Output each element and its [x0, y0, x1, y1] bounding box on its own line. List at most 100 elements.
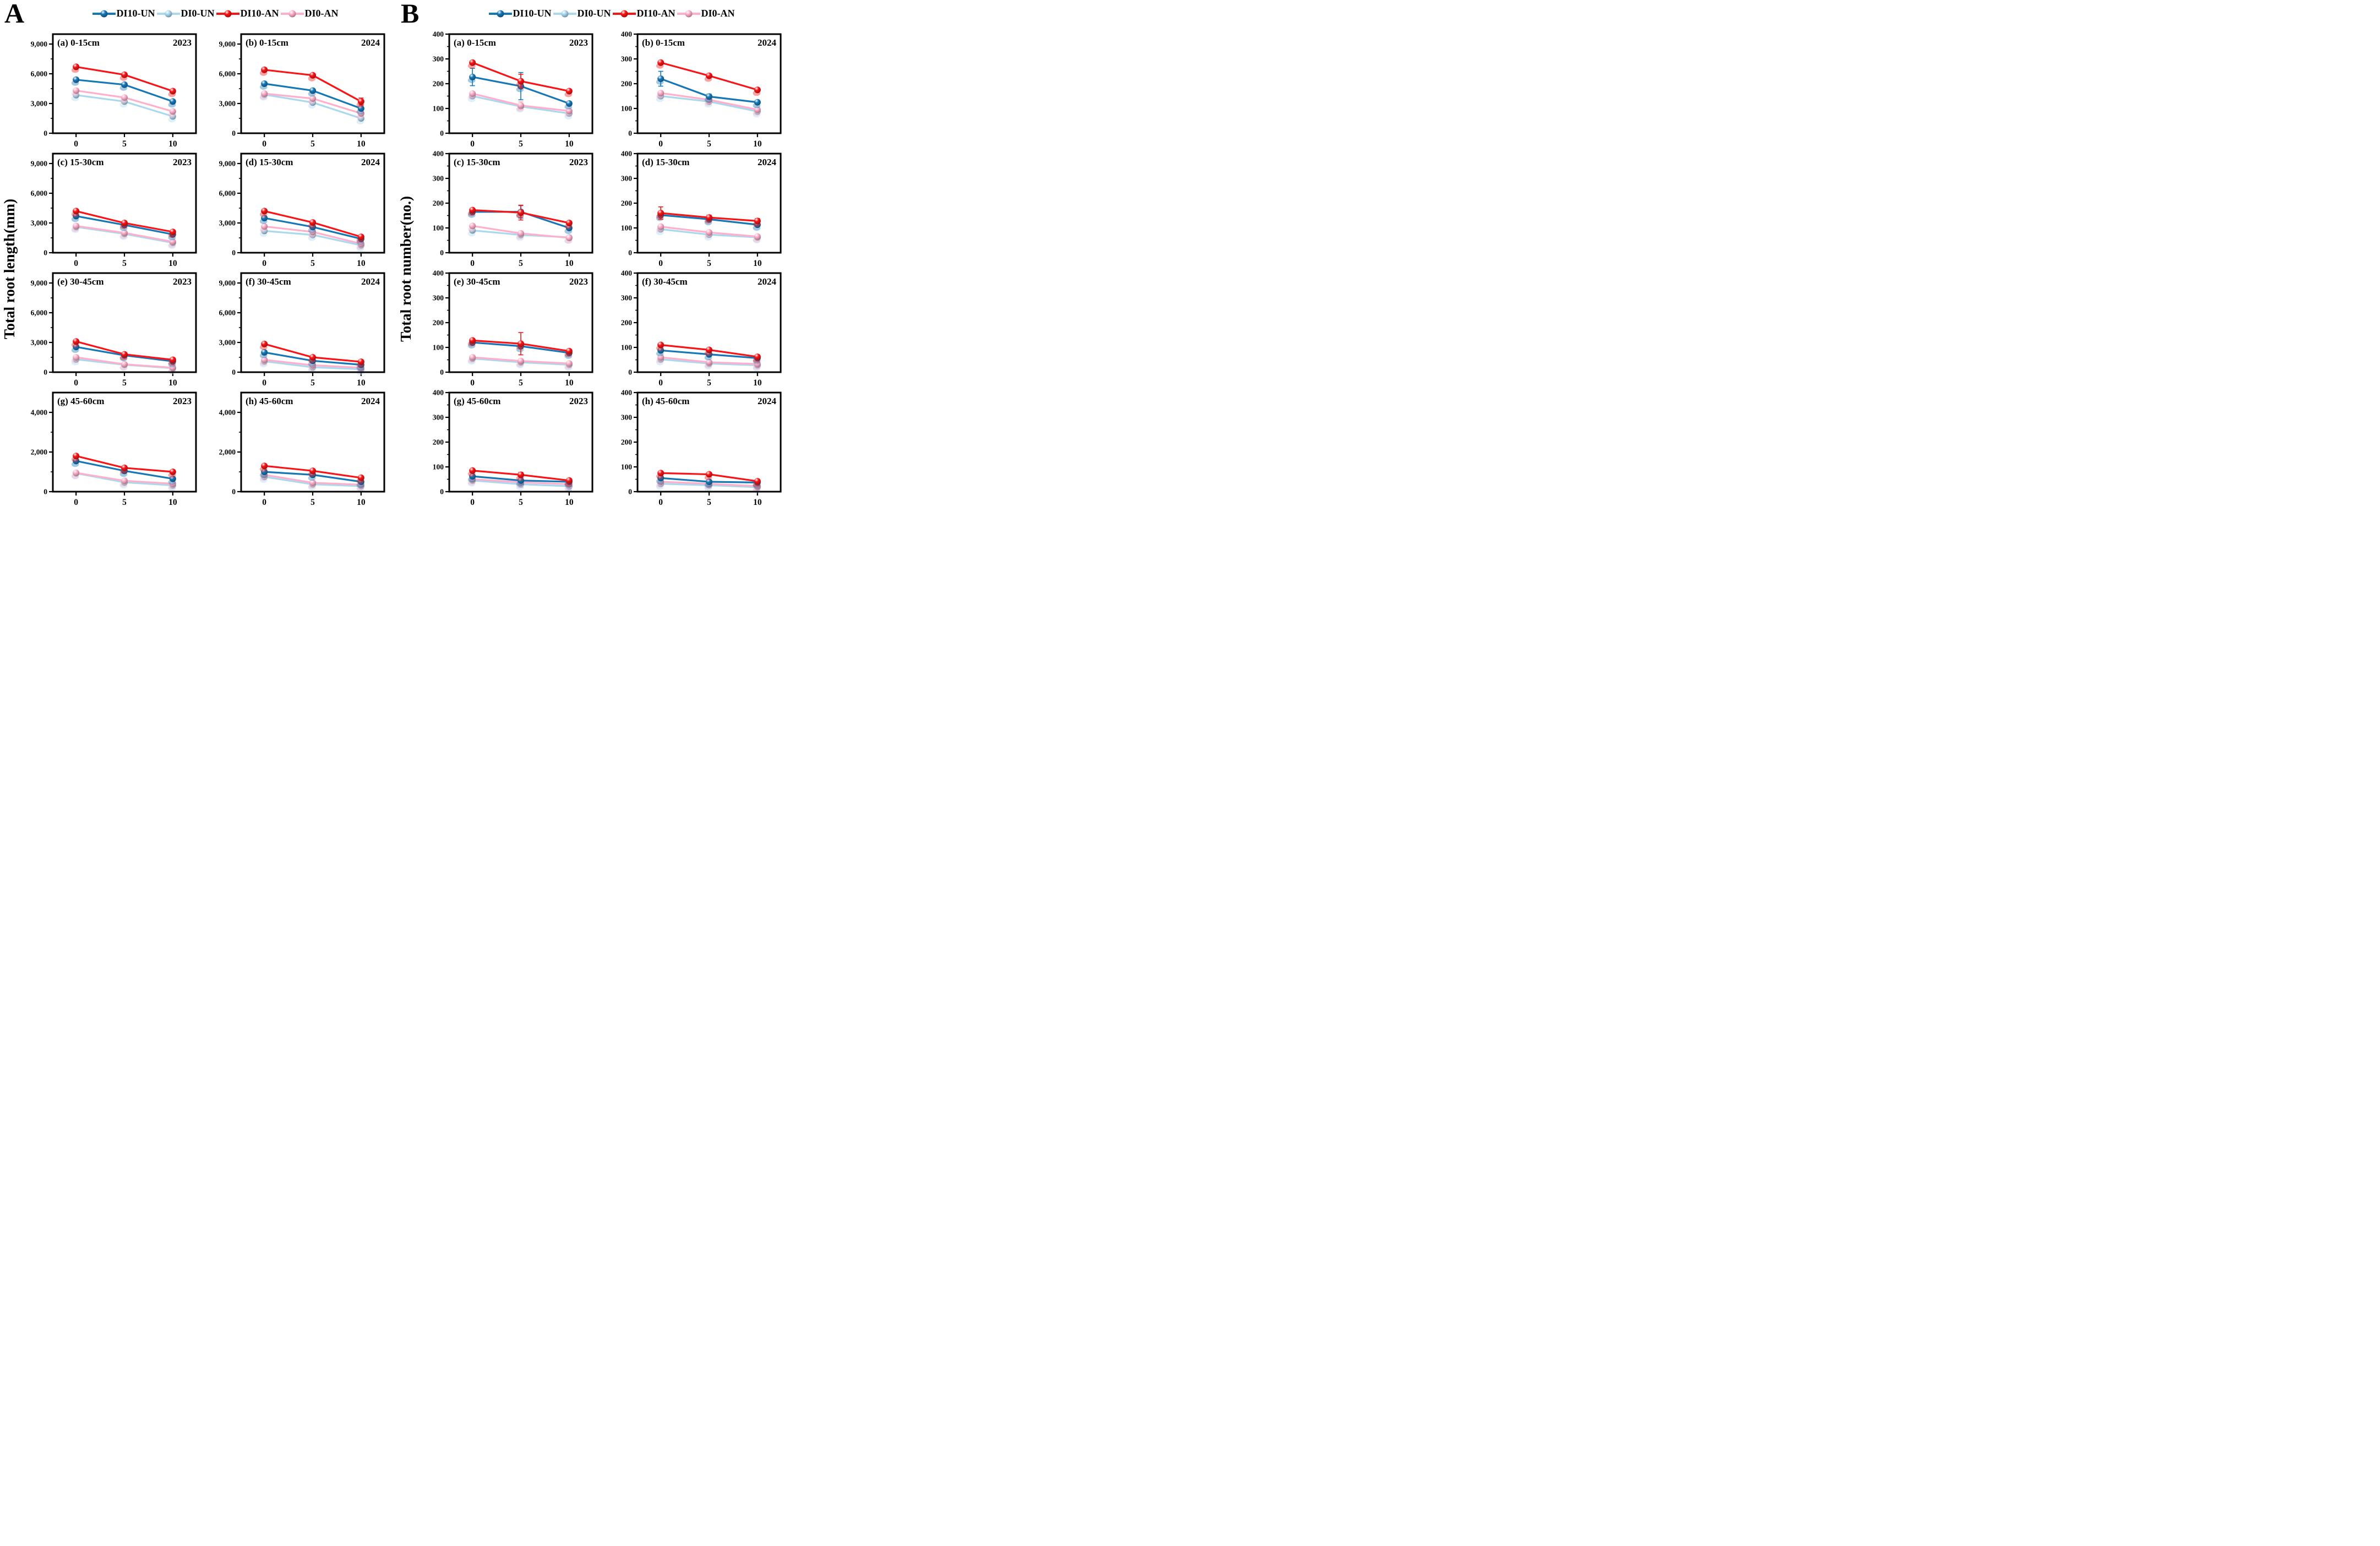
x-tick-label: 5 [311, 139, 315, 149]
year-label: 2023 [569, 37, 588, 48]
x-tick-label: 0 [74, 378, 78, 388]
y-tick-label: 300 [433, 55, 444, 63]
x-tick-label: 10 [753, 259, 762, 268]
y-tick-label: 200 [621, 438, 633, 447]
subplot-B-g-2023: 0 100 200 300 400 0 5 10 (g) 45-60cm 2023 [433, 389, 593, 507]
data-point-DI0-AN [518, 102, 524, 109]
x-tick-label: 10 [168, 498, 177, 507]
data-point-DI10-AN [754, 478, 761, 485]
subplot-grid-A: 0 3,000 6,000 9,000 0 5 10 (a) 0-15cm 2023 0 3,000… [19, 31, 389, 507]
y-tick-label: 300 [621, 175, 633, 183]
data-point-DI0-AN [469, 222, 476, 230]
y-tick-label: 3,000 [31, 339, 48, 347]
legend-marker-icon [216, 10, 239, 17]
x-tick-label: 10 [565, 498, 574, 507]
data-point-DI0-AN [121, 361, 128, 368]
data-point-DI10-UN [706, 478, 712, 485]
subplot-A-h-2024: 0 2,000 4,000 0 5 10 (h) 45-60cm 2024 [219, 391, 385, 507]
subplot-B-h-2024: 0 100 200 300 400 0 5 10 (h) 45-60cm 2024 [621, 389, 782, 507]
plot-frame [240, 153, 385, 254]
x-tick-label: 5 [707, 498, 711, 507]
data-point-DI0-AN [657, 354, 665, 361]
y-tick-label: 9,000 [31, 40, 48, 48]
data-point-DI0-AN [261, 356, 268, 363]
y-tick-label: 100 [433, 224, 444, 232]
data-point-DI0-AN [73, 354, 80, 361]
y-tick-label: 400 [621, 270, 633, 277]
data-point-DI10-AN [309, 467, 316, 475]
legend-label-DI10-AN: DI10-AN [240, 8, 279, 19]
x-tick-label: 5 [519, 139, 523, 149]
data-point-DI10-UN [169, 475, 176, 482]
y-tick-label: 200 [433, 319, 444, 327]
subplot-A-d-2024: 0 3,000 6,000 9,000 0 5 10 (d) 15-30cm 2024 [219, 153, 385, 268]
subplot-title: (a) 0-15cm [57, 37, 100, 48]
data-point-DI0-AN [469, 90, 476, 97]
y-tick-label: 400 [433, 150, 444, 158]
data-point-DI0-AN [121, 230, 128, 236]
data-point-DI10-AN [357, 358, 364, 366]
plot-frame [448, 33, 593, 134]
legend-marker-icon [280, 10, 304, 17]
plot-frame [52, 153, 197, 254]
data-point-DI10-UN [73, 458, 80, 465]
legend-item-DI10-AN: DI10-AN [612, 8, 676, 19]
data-point-DI0-AN [518, 230, 524, 237]
data-point-DI0-AN [518, 357, 524, 364]
x-tick-label: 10 [753, 139, 762, 149]
y-tick-label: 400 [621, 150, 633, 158]
year-label: 2023 [569, 157, 588, 167]
data-point-DI0-AN [309, 228, 316, 236]
x-tick-label: 5 [707, 259, 711, 268]
data-point-DI10-UN [121, 81, 128, 88]
subplot-B-a-2023: 0 100 200 300 400 0 5 10 (a) 0-15cm 2023 [433, 31, 593, 149]
year-label: 2023 [173, 37, 192, 48]
plot-frame [448, 153, 593, 254]
x-tick-label: 10 [357, 378, 366, 388]
x-tick-label: 0 [658, 139, 663, 149]
data-point-DI10-AN [565, 347, 573, 355]
y-tick-label: 100 [621, 463, 633, 471]
data-point-DI10-UN [657, 475, 665, 482]
plot-frame [636, 33, 782, 134]
data-point-DI10-AN [169, 356, 176, 363]
subplot-title: (g) 45-60cm [57, 396, 104, 406]
data-point-DI10-AN [169, 469, 176, 475]
y-tick-label: 6,000 [31, 189, 48, 198]
subplot-B-e-2023: 0 100 200 300 400 0 5 10 (e) 30-45cm 2023 [433, 270, 593, 388]
year-label: 2024 [758, 396, 777, 406]
y-tick-label: 0 [43, 488, 47, 496]
subplot-title: (d) 15-30cm [642, 157, 689, 167]
legend-item-DI0-UN: DI0-UN [552, 8, 611, 19]
subplot-A-f-2024: 0 3,000 6,000 9,000 0 5 10 (f) 30-45cm 2024 [219, 272, 385, 388]
x-tick-label: 5 [519, 378, 523, 388]
data-point-DI10-AN [261, 66, 268, 73]
y-tick-label: 0 [43, 368, 47, 377]
data-point-DI10-AN [73, 453, 80, 460]
data-point-DI0-AN [261, 90, 268, 97]
subplot-title: (d) 15-30cm [246, 157, 293, 167]
data-point-DI10-AN [261, 340, 268, 347]
legend-A: DI10-UN DI0-UN DI10-AN DI0-AN [33, 8, 396, 19]
subplot-title: (h) 45-60cm [246, 396, 293, 406]
data-point-DI10-AN [706, 72, 712, 79]
data-point-DI10-AN [565, 88, 573, 95]
data-point-DI0-AN [309, 479, 316, 486]
y-tick-label: 9,000 [31, 160, 48, 168]
subplot-title: (b) 0-15cm [642, 37, 685, 48]
data-point-DI10-AN [469, 467, 476, 474]
y-tick-label: 400 [621, 389, 633, 397]
data-point-DI10-AN [706, 346, 712, 353]
legend-marker-icon [488, 10, 512, 17]
data-point-DI10-AN [73, 338, 80, 345]
data-point-DI10-AN [565, 477, 573, 484]
year-label: 2024 [361, 157, 380, 167]
data-point-DI10-AN [261, 208, 268, 215]
subplot-title: (c) 15-30cm [454, 157, 500, 167]
y-tick-label: 400 [433, 389, 444, 397]
panel-label-A: A [4, 0, 25, 29]
y-tick-label: 100 [621, 224, 633, 232]
x-tick-label: 5 [122, 139, 127, 149]
y-tick-label: 0 [628, 368, 632, 377]
data-point-DI10-AN [754, 353, 761, 361]
